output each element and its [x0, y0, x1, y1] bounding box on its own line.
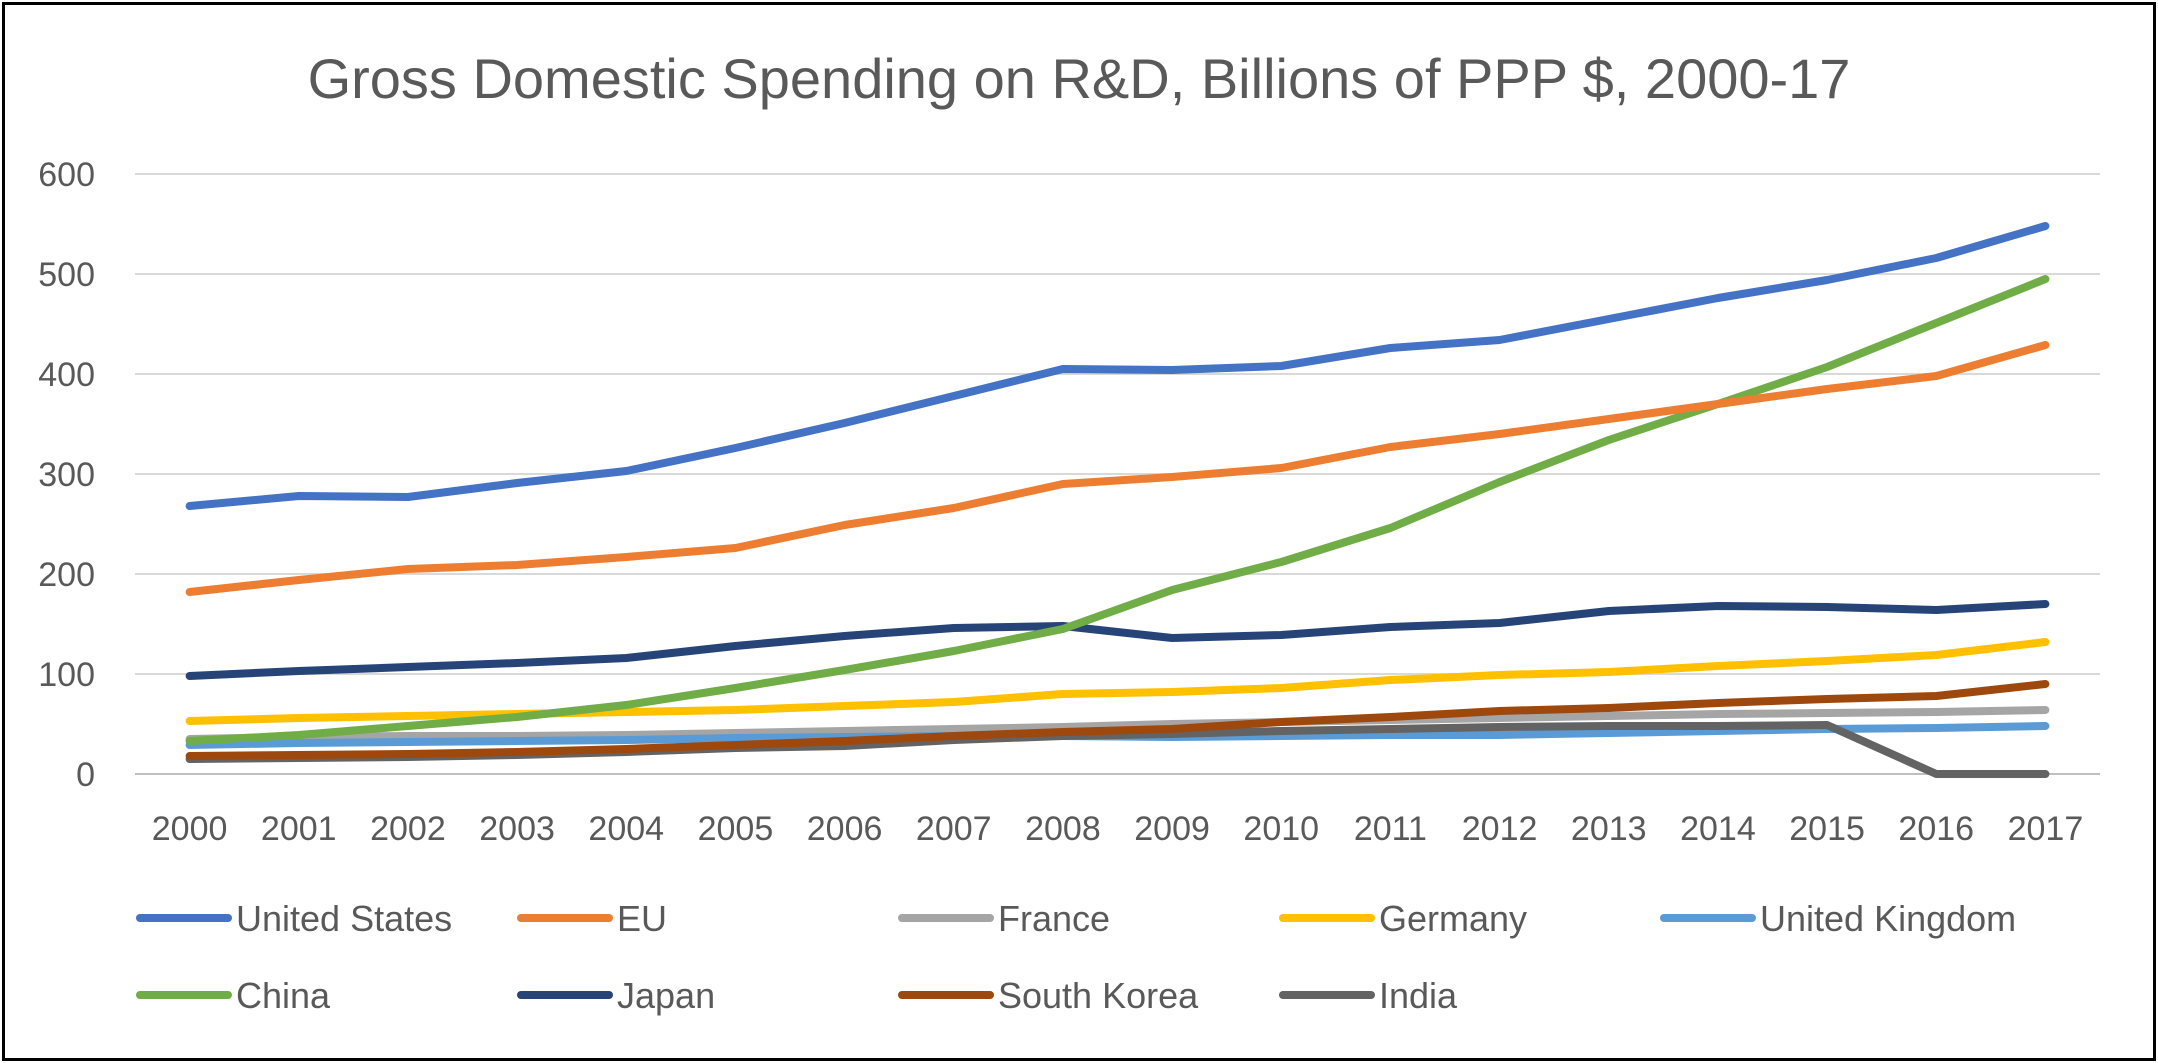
series-line-france	[185, 706, 2050, 743]
series-line-japan	[185, 600, 2050, 680]
x-tick-label: 2000	[152, 810, 228, 848]
x-tick-label: 2009	[1134, 810, 1210, 848]
x-tick-label: 2010	[1243, 810, 1319, 848]
legend-label: Japan	[617, 975, 715, 1016]
series-line-united-states	[185, 222, 2050, 510]
legend-item-south-korea: South Korea	[898, 975, 1199, 1016]
y-tick-label: 100	[38, 656, 95, 694]
x-tick-label: 2016	[1898, 810, 1974, 848]
y-tick-label: 300	[38, 456, 95, 494]
x-tick-label: 2006	[807, 810, 883, 848]
x-tick-label: 2008	[1025, 810, 1101, 848]
legend-label: China	[236, 975, 331, 1016]
x-tick-label: 2013	[1571, 810, 1647, 848]
y-tick-label: 200	[38, 556, 95, 594]
legend-label: India	[1379, 975, 1458, 1016]
legend: United States EU France Germany United Kingd…	[136, 898, 2016, 1016]
legend-item-united-states: United States	[136, 898, 452, 939]
legend-label: United Kingdom	[1760, 898, 2016, 939]
series-line-germany	[185, 638, 2050, 725]
x-tick-label: 2011	[1354, 810, 1427, 848]
x-tick-label: 2002	[370, 810, 446, 848]
series-lines	[185, 222, 2050, 778]
x-tick-label: 2015	[1789, 810, 1865, 848]
legend-item-china: China	[136, 975, 331, 1016]
y-tick-label: 600	[38, 156, 95, 194]
x-tick-label: 2012	[1462, 810, 1538, 848]
x-tick-label: 2005	[698, 810, 774, 848]
legend-item-eu: EU	[517, 898, 667, 939]
legend-label: South Korea	[998, 975, 1199, 1016]
legend-item-france: France	[898, 898, 1110, 939]
legend-item-germany: Germany	[1279, 898, 1527, 939]
series-line-china	[185, 275, 2050, 745]
y-axis-labels: 0 100 200 300 400 500 600	[38, 156, 95, 794]
series-line-south-korea	[185, 680, 2050, 760]
x-tick-label: 2004	[588, 810, 664, 848]
x-tick-label: 2017	[2008, 810, 2084, 848]
y-tick-label: 400	[38, 356, 95, 394]
legend-item-japan: Japan	[517, 975, 715, 1016]
x-tick-label: 2003	[479, 810, 555, 848]
legend-label: Germany	[1379, 898, 1527, 939]
x-tick-label: 2007	[916, 810, 992, 848]
legend-label: France	[998, 898, 1110, 939]
legend-label: EU	[617, 898, 667, 939]
y-tick-label: 0	[76, 756, 95, 794]
x-tick-label: 2001	[261, 810, 337, 848]
chart-title: Gross Domestic Spending on R&D, Billions…	[308, 47, 1851, 110]
gridlines	[135, 173, 2100, 775]
y-tick-label: 500	[38, 256, 95, 294]
series-line-eu	[185, 341, 2050, 596]
x-axis-labels: 2000 2001 2002 2003 2004 2005 2006 2007 2008 2009…	[152, 810, 2083, 848]
x-tick-label: 2014	[1680, 810, 1756, 848]
legend-item-india: India	[1279, 975, 1458, 1016]
legend-label: United States	[236, 898, 452, 939]
legend-item-united-kingdom: United Kingdom	[1660, 898, 2016, 939]
